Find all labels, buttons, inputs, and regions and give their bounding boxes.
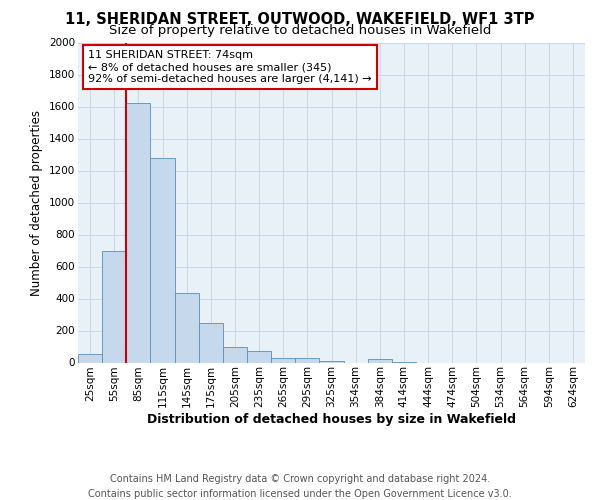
Bar (151, 158, 175, 362)
Bar (199, 322, 223, 362)
Bar (223, 348, 247, 362)
Bar (175, 293, 199, 362)
Text: 11, SHERIDAN STREET, OUTWOOD, WAKEFIELD, WF1 3TP: 11, SHERIDAN STREET, OUTWOOD, WAKEFIELD,… (65, 12, 535, 28)
X-axis label: Distribution of detached houses by size in Wakefield: Distribution of detached houses by size … (147, 413, 516, 426)
Bar (319, 361, 344, 362)
Bar (102, 252, 126, 362)
Bar (78, 354, 102, 362)
Text: Size of property relative to detached houses in Wakefield: Size of property relative to detached ho… (109, 24, 491, 37)
Bar (368, 360, 392, 362)
Text: Contains HM Land Registry data © Crown copyright and database right 2024.
Contai: Contains HM Land Registry data © Crown c… (88, 474, 512, 499)
Bar (126, 102, 151, 362)
Bar (247, 352, 271, 362)
Bar (271, 358, 295, 362)
Y-axis label: Number of detached properties: Number of detached properties (31, 110, 43, 296)
Bar (295, 358, 319, 362)
Text: 11 SHERIDAN STREET: 74sqm
← 8% of detached houses are smaller (345)
92% of semi-: 11 SHERIDAN STREET: 74sqm ← 8% of detach… (88, 50, 372, 84)
